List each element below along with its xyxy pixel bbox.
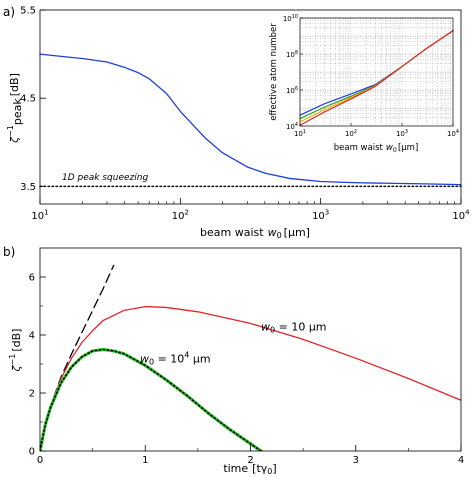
inset-ytick-label: 106 <box>286 86 298 95</box>
inset-xlabel: beam waist w0[μm] <box>334 143 419 154</box>
panel-a-inset: 101 102 103 104 104 106 108 1010 effective atom… <box>269 14 459 154</box>
panel-a-xtick-label: 101 <box>31 209 48 223</box>
panel-a-frame <box>39 9 462 205</box>
inset-background <box>276 15 456 152</box>
panel-b-xtick-label: 0 <box>37 455 43 466</box>
inset-frame <box>299 17 454 127</box>
panel-b-xlabel: time [tγ0] <box>223 462 276 476</box>
inset-ytick-label: 108 <box>286 50 298 59</box>
panel-b-ytick-label: 2 <box>29 389 35 400</box>
inset-ylabel: effective atom number <box>269 23 279 121</box>
panel-b-series-group <box>40 264 461 451</box>
panel-a-xtick-label: 104 <box>452 209 470 223</box>
panel-b-ytick-label: 4 <box>29 331 35 342</box>
inset-xtick-label: 101 <box>294 129 306 138</box>
inset-xtick-label: 104 <box>447 129 459 138</box>
panel-b-ytick-label: 6 <box>29 273 35 284</box>
panel-a-ylabel: ζ−1peak[dB] <box>6 73 24 144</box>
panel-a-xtick-label: 103 <box>312 209 329 223</box>
panel-a-label: a) <box>3 5 15 19</box>
panel-b-ylabel: ζ−1[dB] <box>8 329 23 373</box>
panel-b-label: b) <box>3 245 15 259</box>
panel-a-ytick-label: 3.5 <box>20 182 36 193</box>
panel-b-xtick-label: 1 <box>142 455 148 466</box>
inset-plot-area: 101 102 103 104 104 106 108 1010 <box>283 14 459 138</box>
panel-b-ytick-label: 0 <box>29 447 35 458</box>
panel-a-xlabel: beam waist w0 [μm] <box>200 226 310 240</box>
panel-a: a) 101 102 103 104 3.5 4.5 5.5 ζ−1peak[dB] bea… <box>3 5 470 240</box>
panel-b-series-0 <box>40 264 115 451</box>
panel-b-plot-area: 0 1 2 3 4 0 2 4 6 <box>29 264 464 466</box>
panel-a-plot-area: 101 102 103 104 3.5 4.5 5.5 <box>20 6 470 223</box>
inset-ytick-label: 1010 <box>283 14 298 23</box>
panel-b-series-3 <box>40 348 262 451</box>
panel-b-xtick-label: 3 <box>353 455 359 466</box>
panel-b-xtick-label: 4 <box>458 455 464 466</box>
panel-b-annotation-w1e4: w0 = 104 μm <box>140 351 211 367</box>
inset-xtick-label: 102 <box>345 129 357 138</box>
panel-a-ytick-label: 4.5 <box>20 94 36 105</box>
panel-b-frame <box>39 247 462 452</box>
panel-a-annotation-1d: 1D peak squeezing <box>62 173 148 183</box>
panel-b: b) 0 1 2 3 4 0 2 4 6 ζ−1[dB] time [tγ0] w0 = 10 μ… <box>3 245 464 476</box>
panel-a-ytick-label: 5.5 <box>20 6 36 17</box>
panel-a-xtick-label: 102 <box>172 209 189 223</box>
panel-b-annotation-w10: w0 = 10 μm <box>261 321 327 335</box>
panel-b-xtick-label: 2 <box>247 455 253 466</box>
inset-ytick-label: 104 <box>286 122 298 131</box>
inset-series-3 <box>299 29 454 126</box>
inset-xtick-label: 103 <box>396 129 408 138</box>
panel-b-series-1 <box>40 305 461 451</box>
panel-a-series-0 <box>39 53 462 186</box>
